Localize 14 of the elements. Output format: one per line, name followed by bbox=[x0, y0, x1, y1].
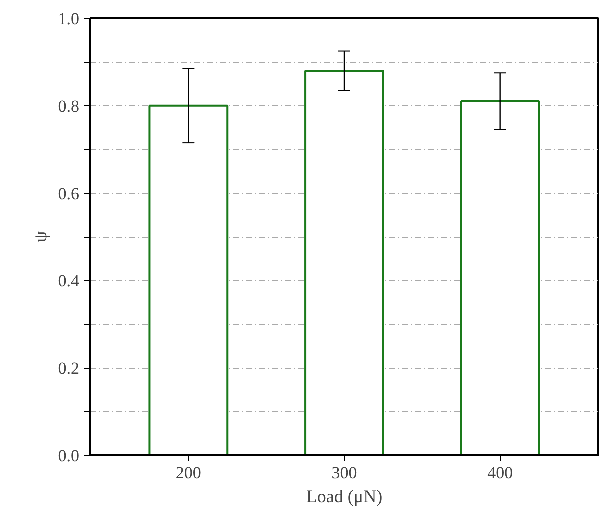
y-tick-label: 0.4 bbox=[58, 272, 80, 291]
bar bbox=[148, 104, 229, 456]
bar bbox=[460, 100, 540, 456]
y-tick-label: 1.0 bbox=[58, 10, 80, 28]
x-tick-label: 300 bbox=[332, 464, 358, 482]
x-axis-title: Load (μN) bbox=[306, 486, 383, 506]
y-tick-label: 0.8 bbox=[58, 96, 80, 116]
bar bbox=[304, 70, 384, 456]
x-tick-label: 200 bbox=[176, 464, 202, 482]
y-axis-title: ψ bbox=[30, 230, 50, 243]
y-tick-label: 0.0 bbox=[58, 446, 80, 466]
x-tick-label: 400 bbox=[488, 464, 514, 482]
y-tick-label: 0.6 bbox=[58, 184, 80, 204]
y-tick-label: 0.2 bbox=[58, 359, 80, 378]
